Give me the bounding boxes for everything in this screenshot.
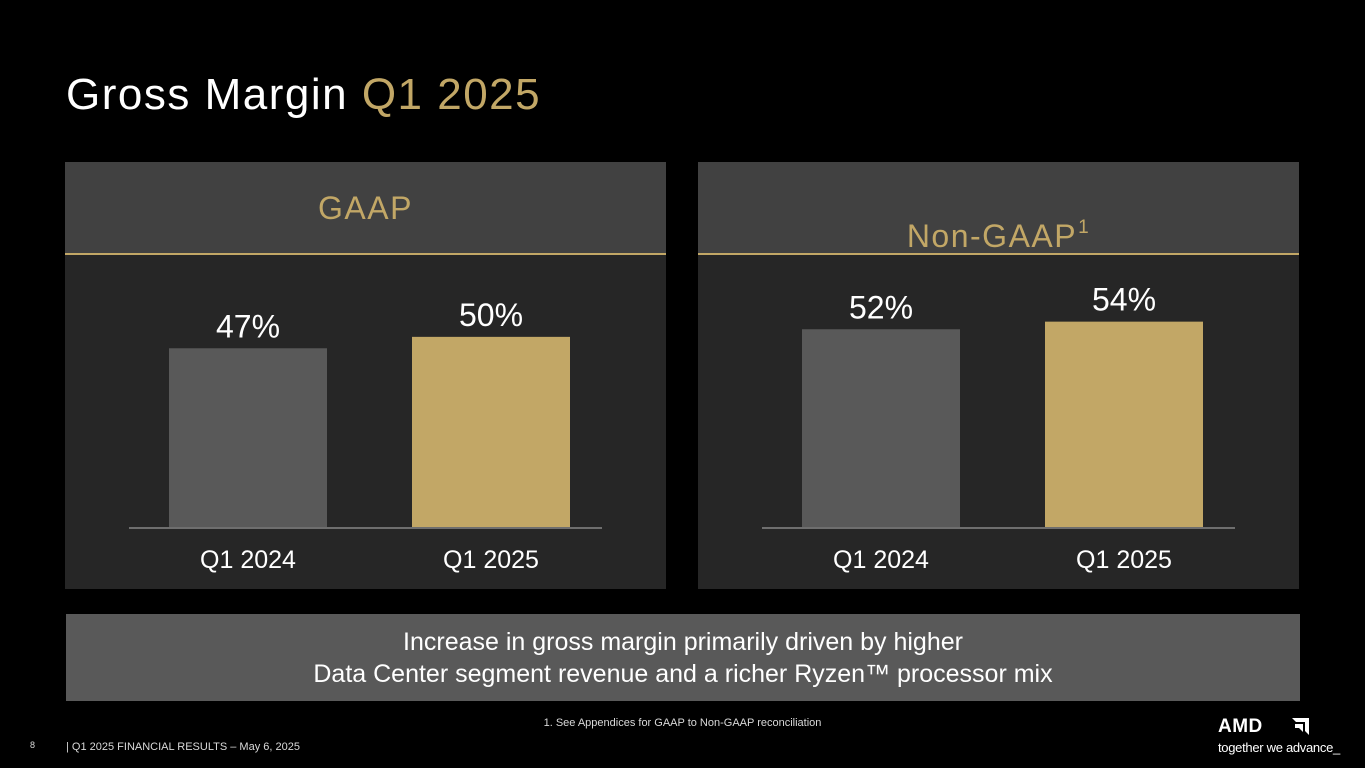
footnote: 1. See Appendices for GAAP to Non-GAAP r…	[543, 717, 822, 729]
summary-box: Increase in gross margin primarily drive…	[66, 614, 1300, 701]
category-label: Q1 2024	[200, 546, 296, 574]
data-label: 50%	[459, 297, 523, 333]
gaap-panel-title: GAAP	[318, 190, 413, 226]
title-accent: Q1 2025	[361, 70, 542, 119]
page-title: Gross Margin Q1 2025	[66, 70, 541, 120]
gaap-panel: GAAP 47% Q1 2024 50% Q1 2025	[65, 162, 666, 589]
logo-tagline: together we advance_	[1218, 740, 1340, 755]
bar-q1-2024	[802, 329, 960, 527]
title-main: Gross Margin	[66, 70, 349, 119]
footer-text: | Q1 2025 FINANCIAL RESULTS – May 6, 202…	[66, 741, 300, 753]
non-gaap-bar-chart: 52% Q1 2024 54% Q1 2025	[762, 282, 1235, 574]
gaap-panel-header: GAAP	[65, 162, 666, 255]
non-gaap-panel-title-wrap: Non-GAAP1	[907, 190, 1090, 255]
summary-line-1: Increase in gross margin primarily drive…	[403, 628, 963, 656]
category-label: Q1 2025	[1076, 546, 1172, 574]
logo-word: AMD	[1218, 716, 1263, 737]
data-label: 47%	[216, 308, 280, 344]
summary-line-2: Data Center segment revenue and a richer…	[313, 660, 1053, 688]
data-label: 54%	[1092, 282, 1156, 318]
category-label: Q1 2025	[443, 546, 539, 574]
amd-logo: AMD together we advance_	[1218, 716, 1340, 758]
bar-q1-2025	[1045, 321, 1203, 527]
amd-arrow-icon	[1292, 718, 1309, 735]
data-label: 52%	[849, 289, 913, 325]
bar-q1-2024	[169, 348, 327, 527]
non-gaap-panel-header: Non-GAAP1	[698, 162, 1299, 255]
gaap-chart: 47% Q1 2024 50% Q1 2025	[65, 257, 666, 589]
bar-q1-2025	[412, 336, 570, 527]
gaap-bar-chart: 47% Q1 2024 50% Q1 2025	[129, 297, 602, 574]
non-gaap-chart: 52% Q1 2024 54% Q1 2025	[698, 257, 1299, 589]
footnote-marker: 1	[1078, 217, 1091, 238]
non-gaap-panel: Non-GAAP1 52% Q1 2024 54% Q1 2025	[698, 162, 1299, 589]
non-gaap-panel-title: Non-GAAP	[906, 218, 1078, 254]
page-number: 8	[30, 740, 36, 750]
category-label: Q1 2024	[833, 546, 929, 574]
